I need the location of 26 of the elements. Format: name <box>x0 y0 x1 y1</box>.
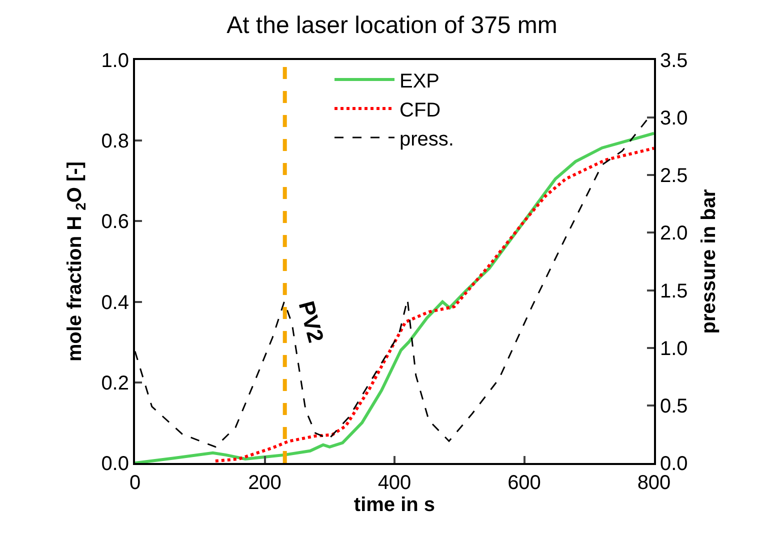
y2-axis-title: pressure in bar <box>698 189 720 334</box>
y2-tick-label: 1.0 <box>660 338 688 360</box>
y2-tick-label: 2.0 <box>660 222 688 245</box>
legend-label: EXP <box>400 70 440 92</box>
x-axis-title: time in s <box>354 494 436 516</box>
chart-title: At the laser location of 375 mm <box>226 12 558 40</box>
y-tick-label: 0.0 <box>101 453 129 475</box>
y2-tick-label: 3.0 <box>660 108 688 130</box>
x-tick-label: 400 <box>378 472 412 494</box>
y-tick-label: 0.4 <box>101 292 129 314</box>
ref-line-label: PV2 <box>294 298 329 346</box>
y-tick-label: 0.8 <box>101 130 129 153</box>
legend-label: press. <box>400 128 454 150</box>
y-tick-label: 0.2 <box>101 372 129 394</box>
y-tick-label: 0.6 <box>101 211 129 234</box>
y2-tick-label: 2.5 <box>660 165 688 188</box>
y2-tick-label: 0.0 <box>660 453 688 475</box>
x-tick-label: 800 <box>637 472 671 494</box>
legend-label: CFD <box>400 99 441 122</box>
y-tick-label: 1.0 <box>101 50 129 72</box>
y2-tick-label: 0.5 <box>660 395 688 418</box>
y2-tick-label: 3.5 <box>660 50 688 72</box>
x-tick-label: 600 <box>508 472 541 494</box>
y2-tick-label: 1.5 <box>660 280 688 302</box>
x-tick-label: 200 <box>248 472 282 494</box>
x-tick-label: 0 <box>129 472 141 494</box>
